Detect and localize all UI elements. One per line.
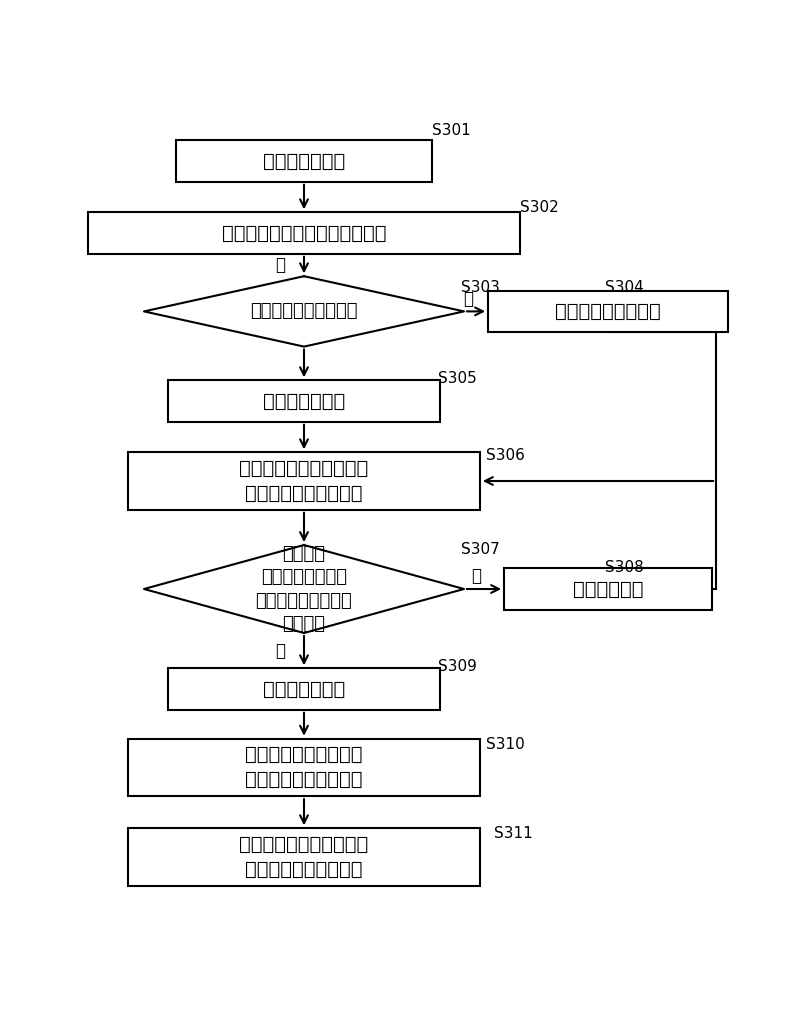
FancyBboxPatch shape: [504, 568, 712, 609]
FancyBboxPatch shape: [168, 381, 440, 422]
Text: S304: S304: [605, 280, 643, 294]
Text: S301: S301: [432, 123, 470, 139]
Text: 启动计算机装置: 启动计算机装置: [263, 152, 345, 170]
FancyBboxPatch shape: [88, 212, 520, 253]
Text: 执行一操作系统: 执行一操作系统: [263, 679, 345, 699]
FancyBboxPatch shape: [128, 739, 480, 796]
Text: S311: S311: [494, 826, 533, 840]
Text: 结束初始化开机程序: 结束初始化开机程序: [555, 302, 661, 321]
FancyBboxPatch shape: [168, 668, 440, 710]
Text: 计算机装置执行初始化开机程序: 计算机装置执行初始化开机程序: [222, 224, 386, 242]
FancyBboxPatch shape: [128, 452, 480, 510]
Text: 转换位移影像为一位移讯
号并传送至计算机装置: 转换位移影像为一位移讯 号并传送至计算机装置: [239, 835, 369, 879]
Text: 显示比对错误: 显示比对错误: [573, 580, 643, 598]
Text: S310: S310: [486, 737, 525, 752]
FancyBboxPatch shape: [488, 290, 728, 332]
FancyBboxPatch shape: [128, 828, 480, 885]
Text: S309: S309: [438, 659, 478, 674]
Text: S302: S302: [520, 200, 558, 214]
Text: S305: S305: [438, 371, 477, 386]
Text: 是: 是: [275, 641, 285, 660]
Text: 执行一辨识程序: 执行一辨识程序: [263, 392, 345, 410]
Text: 判断硬件装置是否存在: 判断硬件装置是否存在: [250, 303, 358, 320]
Text: 光学撷取模块于一时间
内获得连续的位移影像: 光学撷取模块于一时间 内获得连续的位移影像: [246, 746, 362, 789]
Text: S307: S307: [461, 543, 499, 557]
Text: S308: S308: [605, 560, 643, 575]
FancyBboxPatch shape: [176, 141, 432, 182]
Text: 否: 否: [463, 289, 473, 308]
Text: 光学撷取模块撷取一指纹
影像传输至计算机装置: 光学撷取模块撷取一指纹 影像传输至计算机装置: [239, 459, 369, 503]
Text: 否: 否: [471, 567, 481, 585]
Text: S306: S306: [486, 448, 526, 463]
Text: S303: S303: [461, 280, 500, 294]
Text: 是: 是: [275, 256, 285, 274]
Text: 辨识程序
判断指纹影像与计
算机装置的预设影像
是否相同: 辨识程序 判断指纹影像与计 算机装置的预设影像 是否相同: [256, 545, 352, 633]
